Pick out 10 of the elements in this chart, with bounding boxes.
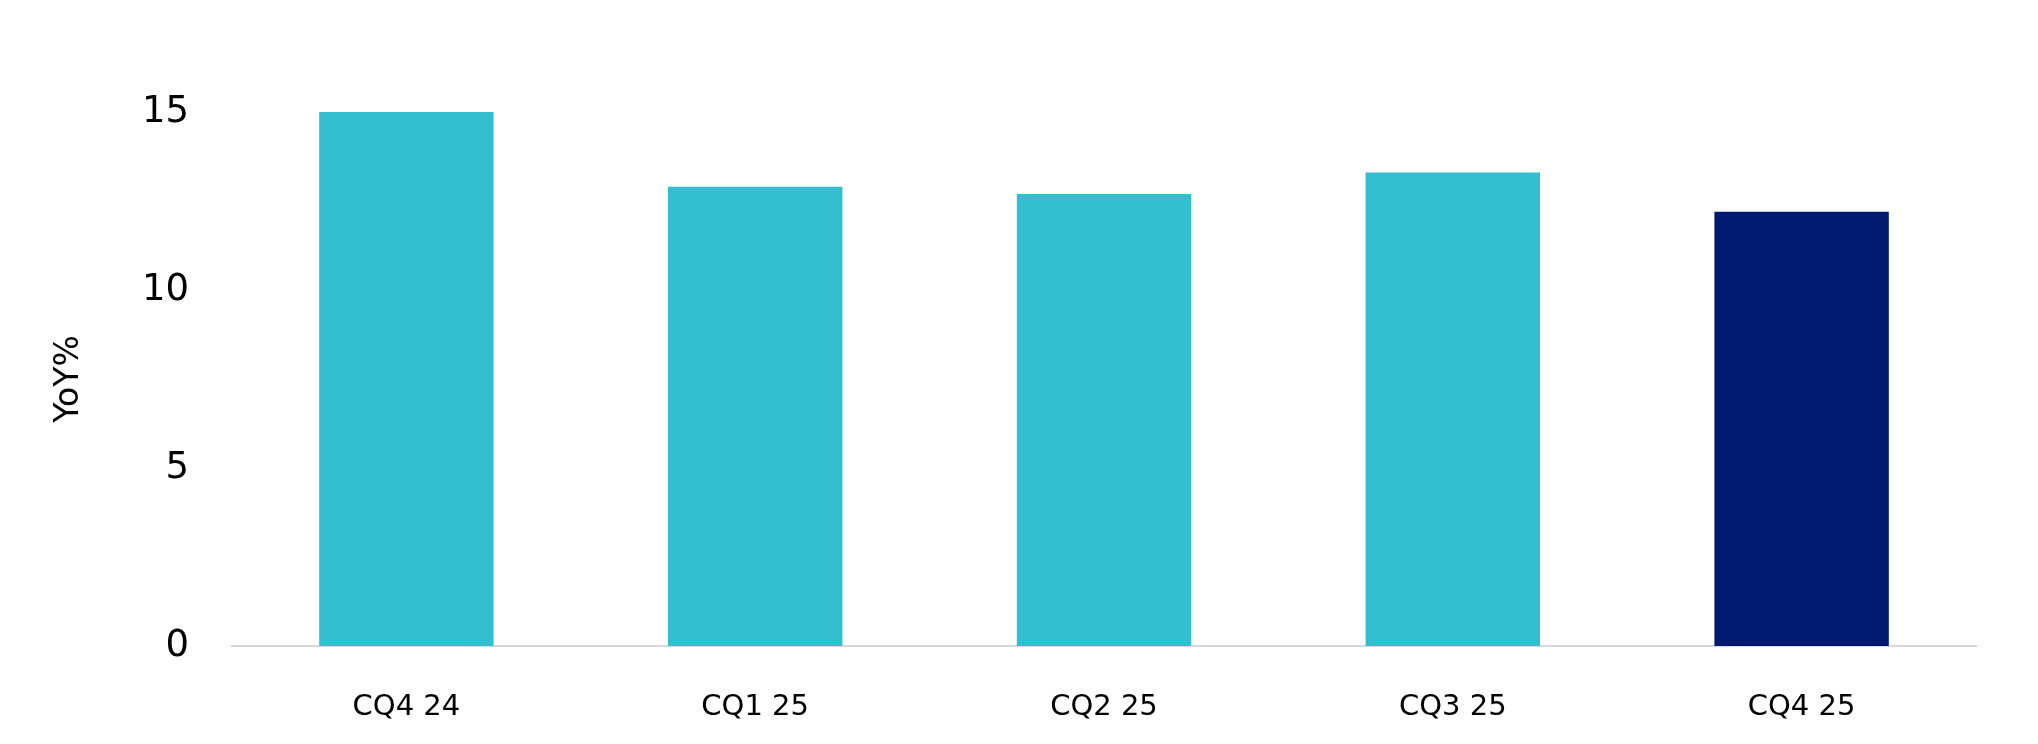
x-tick-label: CQ4 24 <box>352 687 461 722</box>
y-tick-label: 10 <box>141 265 189 309</box>
y-tick-label: 5 <box>165 443 189 487</box>
y-tick-label: 0 <box>165 621 189 665</box>
x-tick-label: CQ3 25 <box>1398 687 1507 722</box>
x-tick-label: CQ2 25 <box>1050 687 1158 722</box>
x-tick-label: CQ1 25 <box>701 687 810 722</box>
x-tick-label: CQ4 25 <box>1747 687 1856 722</box>
y-tick-label: 15 <box>141 87 189 131</box>
y-axis-title: YoY% <box>47 335 87 424</box>
